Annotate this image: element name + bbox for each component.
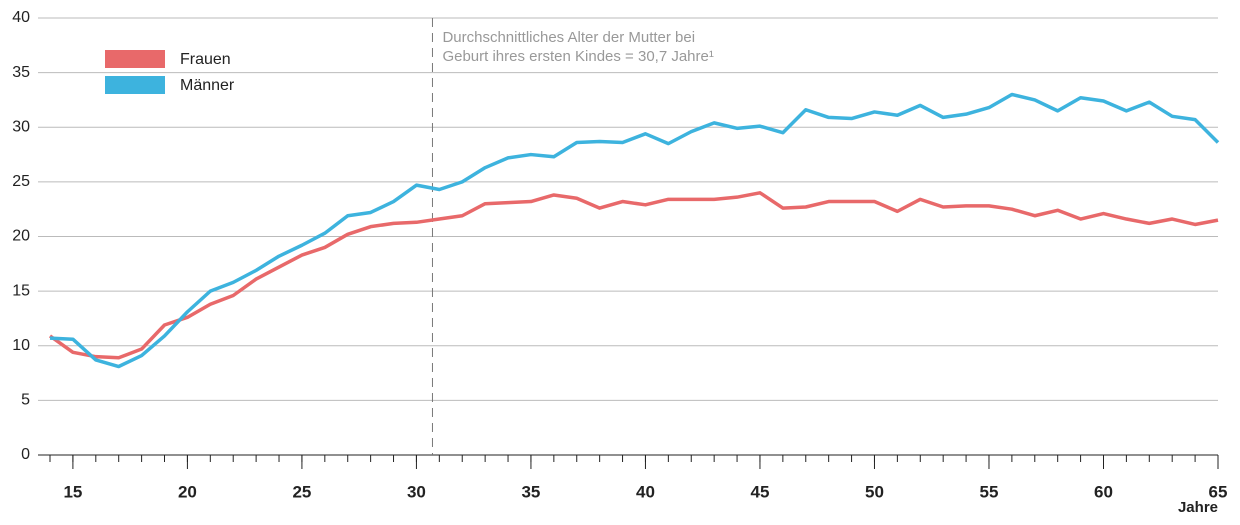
line-series xyxy=(49,92,1220,369)
y-tick-label: 35 xyxy=(12,64,30,81)
x-tick-label: 65 xyxy=(1209,482,1228,501)
y-tick-label: 10 xyxy=(12,337,30,354)
x-tick-label: 30 xyxy=(407,482,426,501)
x-tick-label: 25 xyxy=(292,482,311,501)
x-tick-label: 45 xyxy=(750,482,769,501)
x-tick-label: 15 xyxy=(63,482,82,501)
y-tick-label: 0 xyxy=(21,446,30,463)
x-tick-label: 20 xyxy=(178,482,197,501)
y-tick-label: 5 xyxy=(21,392,30,409)
legend-label: Frauen xyxy=(180,51,231,68)
x-axis-label: Jahre xyxy=(1178,499,1218,516)
y-tick-label: 30 xyxy=(12,118,30,135)
legend-label: Männer xyxy=(180,77,235,94)
legend-swatch xyxy=(105,50,165,68)
line-series xyxy=(48,191,1219,360)
legend-swatch xyxy=(105,76,165,94)
x-tick-label: 60 xyxy=(1094,482,1113,501)
y-tick-label: 20 xyxy=(12,228,30,245)
y-tick-label: 40 xyxy=(12,9,30,26)
y-tick-label: 15 xyxy=(12,282,30,299)
x-tick-label: 55 xyxy=(980,482,999,501)
x-tick-label: 35 xyxy=(521,482,540,501)
annotation-text: Durchschnittliches Alter der Mutter bei xyxy=(442,29,695,46)
y-tick-label: 25 xyxy=(12,173,30,190)
x-tick-label: 40 xyxy=(636,482,655,501)
annotation-text: Geburt ihres ersten Kindes = 30,7 Jahre¹ xyxy=(442,48,713,65)
x-tick-label: 50 xyxy=(865,482,884,501)
